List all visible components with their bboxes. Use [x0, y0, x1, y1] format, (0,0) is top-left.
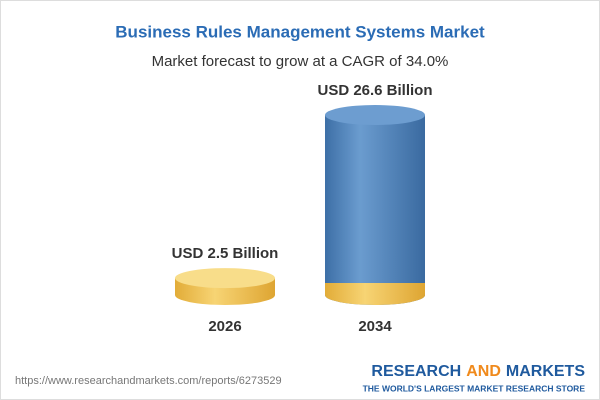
- tagline: THE WORLD'S LARGEST MARKET RESEARCH STOR…: [363, 383, 586, 393]
- source-url: https://www.researchandmarkets.com/repor…: [15, 375, 282, 387]
- chart-subtitle: Market forecast to grow at a CAGR of 34.…: [152, 53, 449, 70]
- value-label: USD 26.6 Billion: [317, 82, 432, 99]
- brand-part: AND: [466, 363, 501, 380]
- cylinder-top: [325, 105, 425, 125]
- category-label: 2026: [208, 318, 241, 335]
- brand-part: RESEARCH: [371, 363, 461, 380]
- brand-part: MARKETS: [506, 363, 585, 380]
- brand: RESEARCH AND MARKETS: [371, 363, 585, 380]
- category-label: 2034: [358, 318, 392, 335]
- value-label: USD 2.5 Billion: [172, 245, 279, 262]
- chart-title: Business Rules Management Systems Market: [115, 22, 485, 41]
- cylinder: [325, 115, 425, 305]
- cylinder-top: [175, 268, 275, 289]
- cylinder-base-band: [325, 283, 425, 305]
